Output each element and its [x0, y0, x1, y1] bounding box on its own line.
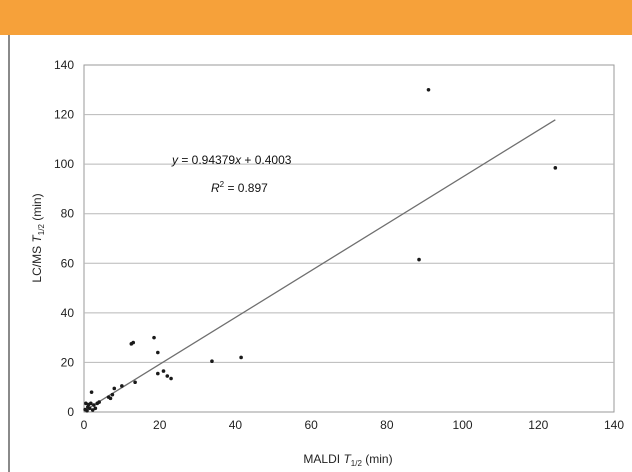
trendline	[83, 119, 556, 412]
gridlines	[84, 114, 614, 363]
data-point	[92, 403, 96, 407]
y-tick-labels: 0 20 40 60 80 100 120 140	[54, 58, 74, 419]
r-squared-label: R2 = 0.897	[211, 180, 268, 195]
x-tick-label: 0	[81, 418, 88, 432]
data-point	[169, 376, 173, 381]
header-band	[0, 0, 632, 35]
data-point	[120, 384, 124, 388]
y-tick-label: 20	[61, 355, 75, 369]
x-axis-label: MALDI T1/2 (min)	[303, 452, 392, 468]
data-point	[161, 369, 166, 373]
equation-slope: = 0.94379	[178, 153, 235, 167]
y-axis-prefix: LC/MS	[30, 243, 44, 283]
data-point	[97, 400, 101, 404]
data-point	[553, 166, 558, 170]
data-point	[90, 408, 95, 412]
data-point	[156, 350, 160, 355]
y-axis-symbol: T	[30, 234, 44, 243]
y-tick-label: 0	[67, 405, 74, 419]
y-tick-label: 120	[54, 108, 74, 122]
r2-superscript: 2	[220, 180, 225, 189]
data-point	[108, 396, 113, 401]
frame-border	[8, 35, 10, 472]
x-tick-label: 140	[604, 418, 624, 432]
r2-symbol: R	[211, 181, 220, 195]
x-axis-prefix: MALDI	[303, 452, 343, 466]
y-tick-label: 100	[54, 157, 74, 171]
data-point	[112, 386, 117, 391]
x-axis-unit: (min)	[362, 452, 393, 466]
y-axis-unit: (min)	[30, 193, 44, 224]
data-point	[85, 408, 89, 413]
equation-x: x	[234, 153, 242, 167]
x-tick-label: 60	[304, 418, 318, 432]
data-point	[87, 406, 92, 411]
x-tick-label: 40	[229, 418, 243, 432]
x-axis-subscript: 1/2	[351, 459, 363, 468]
data-point	[417, 257, 421, 262]
data-point	[210, 359, 214, 363]
data-point	[89, 390, 94, 394]
data-point	[89, 401, 93, 406]
y-tick-label: 60	[61, 256, 75, 270]
y-axis-label: LC/MS T1/2 (min)	[30, 193, 46, 282]
data-point	[239, 355, 243, 360]
x-tick-labels: 0 20 40 60 80 100 120 140	[81, 418, 625, 432]
x-axis-symbol: T	[343, 452, 352, 466]
trendline-equation: y = 0.94379x + 0.4003	[171, 153, 292, 167]
data-point	[131, 340, 136, 345]
y-tick-label: 80	[61, 207, 75, 221]
data-points	[83, 87, 558, 413]
data-point	[165, 374, 170, 378]
data-point	[156, 371, 160, 376]
plot-area	[83, 64, 615, 413]
x-tick-label: 80	[380, 418, 394, 432]
r2-value: = 0.897	[224, 181, 268, 195]
x-tick-label: 100	[453, 418, 473, 432]
y-tick-label: 40	[61, 306, 75, 320]
data-point	[110, 392, 115, 397]
equation-intercept: + 0.4003	[241, 153, 292, 167]
x-tick-label: 20	[153, 418, 167, 432]
data-point	[426, 87, 431, 92]
y-axis-subscript: 1/2	[37, 224, 46, 236]
data-point	[152, 335, 156, 340]
data-point	[133, 380, 137, 385]
y-tick-label: 140	[54, 58, 74, 72]
equation-y: y	[171, 153, 179, 167]
x-tick-label: 120	[528, 418, 548, 432]
data-point	[93, 406, 98, 411]
